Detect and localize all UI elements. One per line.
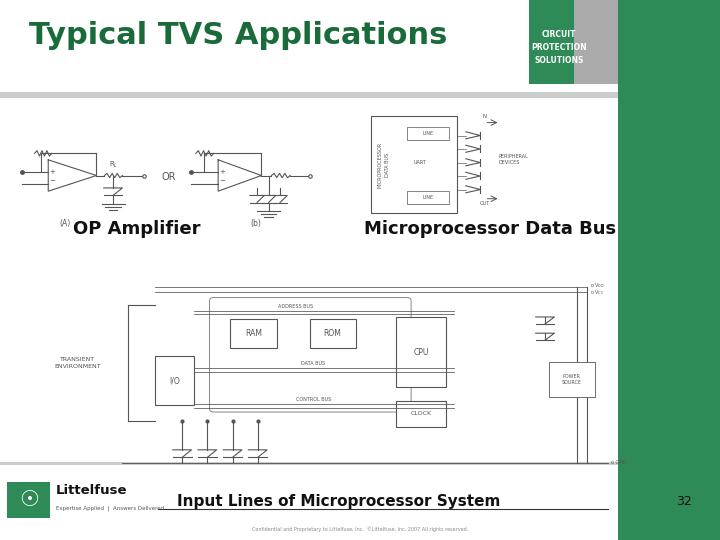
Text: o V$_{DD}$: o V$_{DD}$ [590,281,606,290]
Text: Microprocessor Data Bus: Microprocessor Data Bus [364,220,616,239]
Text: (A): (A) [59,219,71,228]
FancyBboxPatch shape [310,319,356,348]
Text: o GND: o GND [611,460,626,465]
Text: TRANSIENT
ENVIRONMENT: TRANSIENT ENVIRONMENT [55,357,101,369]
FancyBboxPatch shape [230,319,277,348]
Text: Expertise Applied  |  Answers Delivered: Expertise Applied | Answers Delivered [56,506,164,511]
Text: CIRCUIT
PROTECTION
SOLUTIONS: CIRCUIT PROTECTION SOLUTIONS [531,30,587,65]
FancyBboxPatch shape [407,127,449,140]
Text: o V$_{CC}$: o V$_{CC}$ [590,288,605,297]
FancyBboxPatch shape [574,0,618,84]
Text: +: + [50,168,55,175]
Text: DATA BUS: DATA BUS [301,361,325,366]
FancyBboxPatch shape [396,401,446,427]
Text: CPU: CPU [413,348,429,356]
Text: −: − [50,178,55,185]
Text: UART: UART [413,159,426,165]
Text: OP Amplifier: OP Amplifier [73,220,201,239]
Text: LINE: LINE [422,195,433,200]
Text: MICROPROCESSOR
DATA BUS: MICROPROCESSOR DATA BUS [378,141,390,188]
Text: OR: OR [162,172,176,181]
Text: 32: 32 [676,495,692,508]
Text: ROM: ROM [324,329,341,338]
Text: I/O: I/O [169,376,179,385]
Text: LINE: LINE [422,131,433,136]
Text: R$_L$: R$_L$ [109,160,118,170]
Text: +: + [220,168,225,175]
Text: Input Lines of Microprocessor System: Input Lines of Microprocessor System [176,494,500,509]
FancyBboxPatch shape [0,462,618,465]
Text: −: − [220,178,225,185]
Text: Confidential and Proprietary to Littelfuse, Inc.  ©Littelfuse, Inc. 2007 All rig: Confidential and Proprietary to Littelfu… [252,526,468,532]
FancyBboxPatch shape [155,356,194,405]
Text: CLOCK: CLOCK [410,411,432,416]
FancyBboxPatch shape [371,116,457,213]
Text: N: N [482,114,487,119]
FancyBboxPatch shape [529,0,616,84]
FancyBboxPatch shape [618,0,720,540]
Text: ADDRESS BUS: ADDRESS BUS [278,303,312,309]
FancyBboxPatch shape [396,317,446,387]
Text: Littelfuse: Littelfuse [56,484,127,497]
Text: OUT: OUT [480,201,490,206]
Text: PERIPHERAL
DEVICES: PERIPHERAL DEVICES [499,154,528,165]
Text: POWER
SOURCE: POWER SOURCE [562,374,582,385]
FancyBboxPatch shape [0,92,618,98]
Text: (b): (b) [250,219,261,228]
FancyBboxPatch shape [7,482,50,518]
Text: ☉: ☉ [19,490,39,510]
Text: RAM: RAM [245,329,262,338]
Text: CONTROL BUS: CONTROL BUS [296,397,330,402]
Text: Typical TVS Applications: Typical TVS Applications [29,21,447,50]
FancyBboxPatch shape [407,191,449,204]
FancyBboxPatch shape [549,362,595,397]
